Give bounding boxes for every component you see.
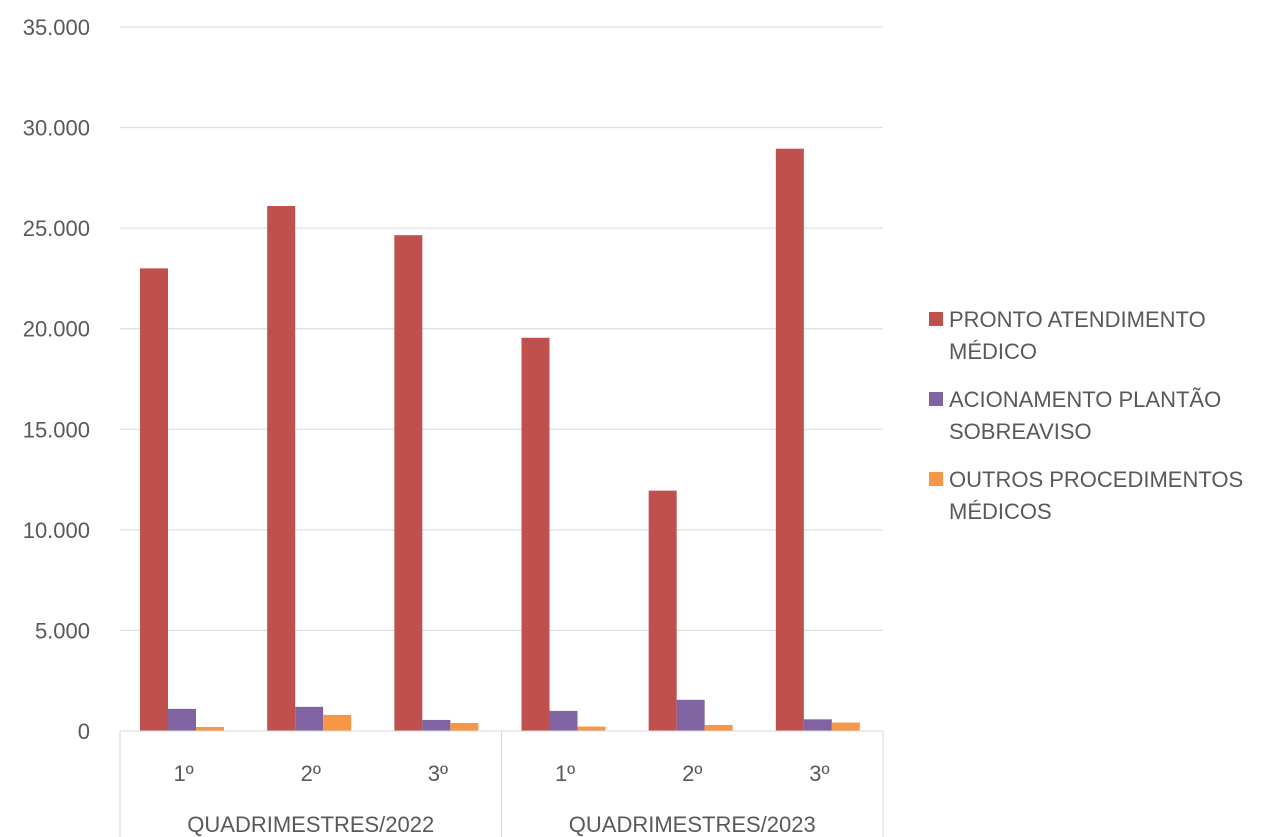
bar — [521, 337, 550, 731]
y-tick-label: 10.000 — [23, 518, 90, 543]
x-tick-label: 3º — [428, 761, 448, 786]
y-tick-label: 30.000 — [23, 116, 90, 141]
group-label: QUADRIMESTRES/2022 — [187, 812, 434, 837]
bar — [196, 726, 224, 731]
bar — [394, 235, 423, 731]
y-tick-label: 25.000 — [23, 216, 90, 241]
bar — [831, 722, 860, 731]
x-tick-label: 1º — [173, 761, 193, 786]
bar — [704, 724, 733, 731]
legend-label: ACIONAMENTO PLANTÃO SOBREAVISO — [949, 387, 1222, 444]
y-tick-label: 0 — [78, 719, 90, 744]
legend-swatch-pronto-atendimento — [929, 312, 943, 326]
legend-label: PRONTO ATENDIMENTO MÉDICO — [949, 307, 1206, 364]
legend-swatch-outros-procedimentos — [929, 472, 943, 486]
legend-label: OUTROS PROCEDIMENTOS MÉDICOS — [949, 467, 1244, 524]
x-tick-label: 2º — [682, 761, 702, 786]
y-tick-label: 20.000 — [23, 317, 90, 342]
x-tick-label: 2º — [301, 761, 321, 786]
bar — [168, 708, 196, 731]
legend: PRONTO ATENDIMENTO MÉDICO ACIONAMENTO PL… — [929, 304, 1269, 544]
group-label: QUADRIMESTRES/2023 — [569, 812, 816, 837]
bar — [676, 699, 705, 731]
y-tick-label: 5.000 — [35, 618, 90, 643]
x-tick-label: 3º — [809, 761, 829, 786]
bar — [267, 206, 296, 731]
legend-swatch-acionamento-plantao — [929, 392, 943, 406]
bar — [450, 722, 479, 731]
bar — [648, 490, 677, 731]
bar — [422, 719, 451, 731]
y-tick-label: 35.000 — [23, 15, 90, 40]
bar — [577, 726, 606, 731]
legend-item-acionamento-plantao: ACIONAMENTO PLANTÃO SOBREAVISO — [929, 384, 1269, 448]
y-tick-label: 15.000 — [23, 417, 90, 442]
bar — [140, 268, 168, 731]
bar — [323, 714, 352, 731]
bar — [775, 148, 804, 732]
legend-item-outros-procedimentos: OUTROS PROCEDIMENTOS MÉDICOS — [929, 464, 1269, 528]
legend-item-pronto-atendimento: PRONTO ATENDIMENTO MÉDICO — [929, 304, 1269, 368]
bar — [295, 706, 324, 731]
x-tick-label: 1º — [555, 761, 575, 786]
bar — [803, 719, 832, 731]
bar — [549, 710, 578, 731]
